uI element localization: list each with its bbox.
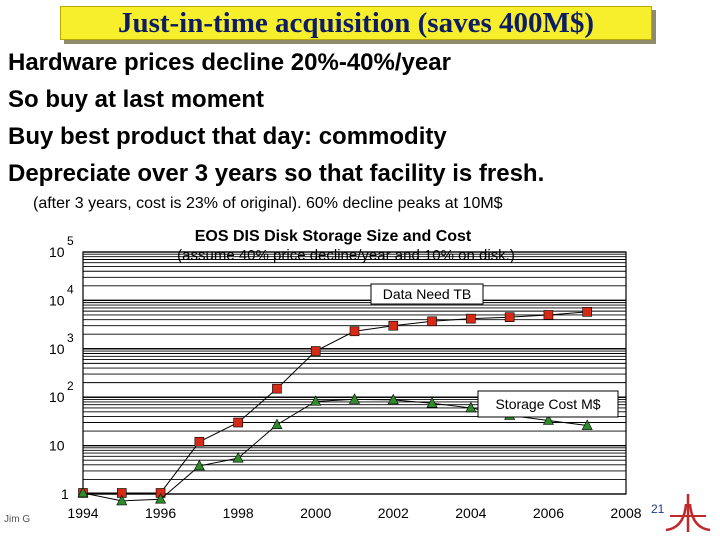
y-tick-exponent: 2 — [67, 379, 74, 393]
data-point-triangle — [426, 397, 438, 408]
y-tick-label: 102 — [49, 379, 74, 405]
page-number: 21 — [651, 502, 665, 516]
data-point-triangle — [387, 393, 399, 405]
y-tick-base: 10 — [49, 438, 65, 454]
data-point-triangle — [581, 419, 593, 430]
y-tick-base: 10 — [49, 292, 65, 308]
data-point-square — [233, 417, 243, 428]
data-point-square — [504, 312, 515, 322]
x-tick-label: 2008 — [610, 505, 641, 521]
slide-title: Just-in-time acquisition (saves 400M$) — [117, 7, 595, 39]
x-tick-label: 2002 — [378, 505, 409, 521]
data-point-triangle — [271, 418, 283, 430]
bullet-list: Hardware prices decline 20%-40%/year So … — [8, 44, 544, 192]
y-tick-base: 10 — [49, 244, 65, 260]
series-line-0 — [83, 311, 588, 494]
data-point-square — [466, 313, 476, 324]
chart-subtitle: (assume 40% price decline/year and 10% o… — [177, 247, 515, 264]
bullet-item: Buy best product that day: commodity — [8, 123, 447, 150]
plot-frame — [82, 251, 627, 495]
y-tick-base: 10 — [49, 389, 65, 405]
data-point-triangle — [310, 395, 322, 406]
y-tick-label: 104 — [49, 282, 74, 308]
chart-title: EOS DIS Disk Storage Size and Cost — [195, 228, 472, 245]
y-tick-exponent: 3 — [67, 331, 74, 345]
legend-box-1: Storage Cost M$ — [477, 390, 619, 418]
y-tick-label: 1 — [61, 486, 69, 502]
data-point-square — [543, 310, 554, 320]
bullet-item: Depreciate over 3 years so that facility… — [8, 160, 545, 187]
legend-label: Data Need TB — [383, 286, 471, 302]
legend-label: Storage Cost M$ — [495, 396, 600, 412]
y-tick-label: 103 — [49, 331, 74, 357]
y-tick-text: 1 — [61, 486, 69, 502]
slide-title-bar: Just-in-time acquisition (saves 400M$) — [60, 6, 652, 40]
data-point-square — [427, 316, 437, 327]
data-point-triangle — [193, 459, 205, 471]
data-point-square — [310, 346, 321, 356]
data-point-triangle — [349, 393, 360, 404]
data-point-square — [388, 320, 399, 331]
legend-box-0: Data Need TB — [370, 283, 484, 305]
bullet-item: Hardware prices decline 20%-40%/year — [8, 49, 451, 76]
data-point-triangle — [77, 486, 89, 498]
legend-frame — [370, 283, 484, 305]
y-tick-label: 105 — [49, 234, 74, 260]
x-tick-label: 1998 — [223, 505, 254, 521]
y-tick-label: 10 — [49, 438, 65, 454]
footer-author: Jim G — [4, 514, 31, 525]
y-tick-exponent: 4 — [67, 282, 74, 296]
data-point-square — [194, 436, 205, 447]
y-tick-exponent: 5 — [67, 234, 74, 248]
data-point-square — [582, 307, 593, 317]
data-point-triangle — [232, 452, 244, 463]
y-tick-base: 10 — [49, 341, 65, 357]
chart-note: (after 3 years, cost is 23% of original)… — [33, 195, 503, 212]
data-point-triangle — [542, 414, 554, 425]
x-tick-label: 2004 — [455, 505, 486, 521]
data-point-triangle — [155, 493, 167, 504]
x-tick-label: 2000 — [300, 505, 331, 521]
data-point-square — [272, 383, 282, 394]
x-tick-label: 1996 — [145, 505, 176, 521]
data-point-square — [349, 326, 360, 337]
data-point-triangle — [116, 494, 128, 506]
legend-frame — [477, 390, 619, 418]
bullet-item: So buy at last moment — [8, 86, 265, 113]
chart-background — [38, 218, 649, 534]
x-tick-label: 2006 — [533, 505, 564, 521]
data-point-triangle — [465, 401, 477, 413]
chart-container: 1 10 10 2 10 3 10 4 10 5 1994 1996 1998 2000 2002 2004 2… — [38, 218, 649, 534]
logo-icon — [665, 494, 711, 532]
x-tick-label: 1994 — [67, 505, 98, 521]
